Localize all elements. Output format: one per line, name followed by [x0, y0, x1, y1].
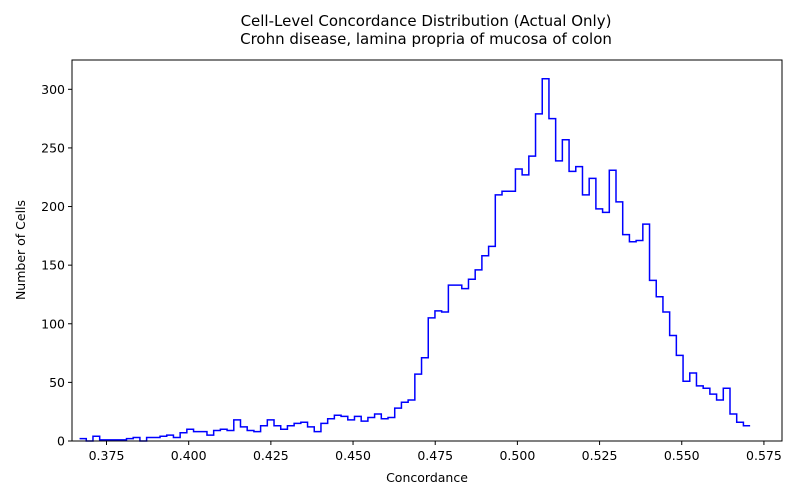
- x-axis-label: Concordance: [386, 470, 468, 485]
- x-tick-label: 0.550: [664, 448, 700, 463]
- plot-area-frame: [71, 59, 783, 442]
- y-axis-ticks: 0 50 100 150 200 250 300: [41, 82, 72, 449]
- y-axis-label: Number of Cells: [13, 200, 28, 300]
- x-tick-label: 0.525: [582, 448, 618, 463]
- x-tick-label: 0.575: [746, 448, 782, 463]
- x-axis-ticks: 0.375 0.400 0.425 0.450 0.475 0.500 0.525 0.550…: [89, 441, 782, 463]
- x-tick-label: 0.400: [171, 448, 207, 463]
- y-tick-label: 150: [41, 258, 65, 273]
- y-tick-label: 100: [41, 316, 65, 331]
- y-tick-label: 250: [41, 140, 65, 155]
- histogram-step-line: [79, 78, 751, 442]
- x-tick-label: 0.375: [89, 448, 125, 463]
- y-tick-label: 200: [41, 199, 65, 214]
- x-tick-label: 0.425: [253, 448, 289, 463]
- x-tick-label: 0.475: [417, 448, 453, 463]
- x-tick-label: 0.500: [499, 448, 535, 463]
- chart-title: Cell-Level Concordance Distribution (Act…: [241, 12, 612, 30]
- y-tick-label: 50: [49, 375, 65, 390]
- chart-subtitle: Crohn disease, lamina propria of mucosa …: [240, 30, 612, 48]
- x-tick-label: 0.450: [335, 448, 371, 463]
- y-tick-label: 0: [57, 434, 65, 449]
- y-tick-label: 300: [41, 82, 65, 97]
